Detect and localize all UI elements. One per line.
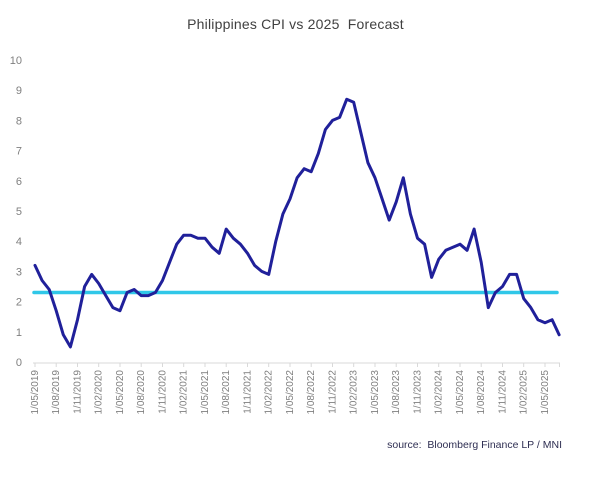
svg-text:1/08/2019: 1/08/2019 xyxy=(51,370,62,415)
svg-text:1/05/2022: 1/05/2022 xyxy=(285,370,296,415)
svg-text:1/11/2019: 1/11/2019 xyxy=(73,370,84,414)
svg-text:4: 4 xyxy=(16,236,22,248)
svg-text:1/08/2021: 1/08/2021 xyxy=(221,370,232,415)
svg-text:0: 0 xyxy=(16,357,22,369)
svg-text:8: 8 xyxy=(16,115,22,127)
svg-text:1/05/2024: 1/05/2024 xyxy=(455,370,466,415)
svg-text:7: 7 xyxy=(16,146,22,158)
svg-text:1/11/2022: 1/11/2022 xyxy=(328,370,339,414)
y-axis-labels: 0 1 2 3 4 5 6 7 8 9 10 xyxy=(10,55,22,369)
source-label: source: Bloomberg Finance LP / MNI xyxy=(387,439,562,451)
svg-text:1/05/2023: 1/05/2023 xyxy=(370,370,381,415)
svg-text:1/11/2021: 1/11/2021 xyxy=(243,370,254,414)
cpi-series-line xyxy=(33,97,561,349)
svg-text:1/02/2024: 1/02/2024 xyxy=(434,370,445,415)
svg-text:1/08/2020: 1/08/2020 xyxy=(136,370,147,415)
x-axis xyxy=(33,362,560,367)
svg-text:1/11/2024: 1/11/2024 xyxy=(498,370,509,414)
svg-text:1/08/2023: 1/08/2023 xyxy=(391,370,402,415)
svg-text:1/02/2025: 1/02/2025 xyxy=(519,370,530,415)
svg-text:1/08/2022: 1/08/2022 xyxy=(306,370,317,415)
svg-text:1/02/2023: 1/02/2023 xyxy=(349,370,360,415)
svg-text:1/11/2020: 1/11/2020 xyxy=(158,370,169,414)
svg-text:1/05/2025: 1/05/2025 xyxy=(540,370,551,415)
svg-text:1/05/2019: 1/05/2019 xyxy=(30,370,41,415)
x-axis-labels: 1/05/2019 1/08/2019 1/11/2019 1/02/2020 1/05… xyxy=(30,370,551,415)
svg-text:1/05/2021: 1/05/2021 xyxy=(200,370,211,415)
svg-text:1/02/2020: 1/02/2020 xyxy=(94,370,105,415)
svg-text:1/02/2022: 1/02/2022 xyxy=(264,370,275,415)
svg-text:1/02/2021: 1/02/2021 xyxy=(179,370,190,415)
svg-text:5: 5 xyxy=(16,206,22,218)
svg-text:1/05/2020: 1/05/2020 xyxy=(115,370,126,415)
svg-text:6: 6 xyxy=(16,176,22,188)
svg-text:9: 9 xyxy=(16,85,22,97)
chart-title: Philippines CPI vs 2025 Forecast xyxy=(187,16,404,32)
svg-text:1/08/2024: 1/08/2024 xyxy=(476,370,487,415)
svg-text:10: 10 xyxy=(10,55,22,67)
svg-text:1/11/2023: 1/11/2023 xyxy=(413,370,424,414)
svg-text:1: 1 xyxy=(16,327,22,339)
svg-text:2: 2 xyxy=(16,297,22,309)
svg-text:3: 3 xyxy=(16,266,22,278)
